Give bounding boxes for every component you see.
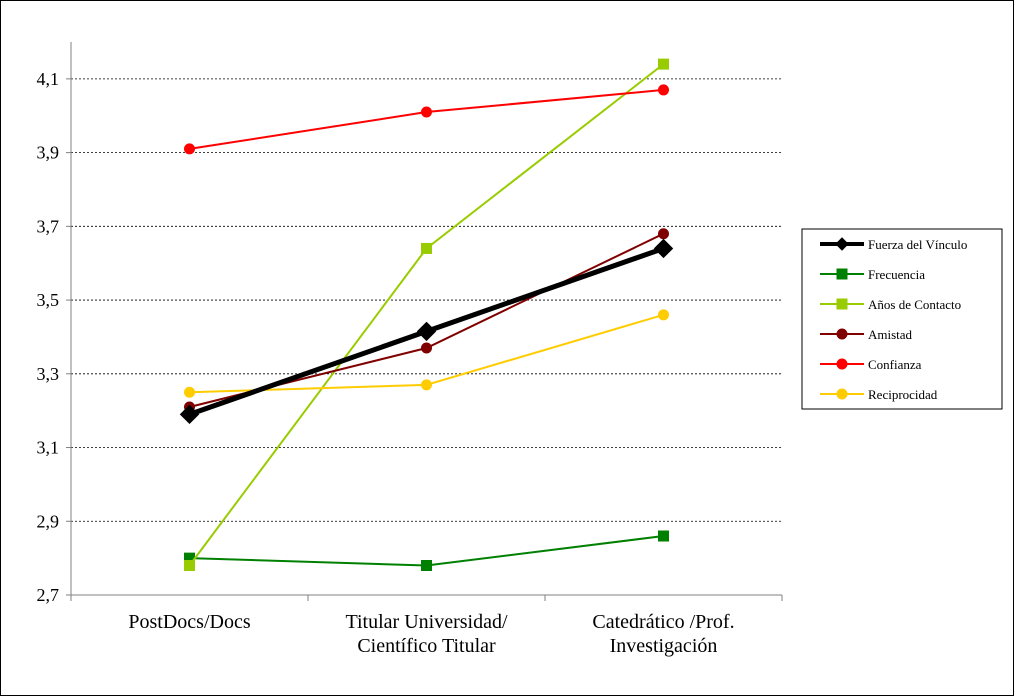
data-point [184, 143, 195, 155]
legend-box [801, 228, 1003, 410]
y-tick-label: 3,5 [37, 290, 60, 310]
legend-label: Reciprocidad [868, 387, 938, 402]
legend-item: Frecuencia [820, 267, 925, 282]
y-tick-label: 3,3 [37, 364, 60, 384]
y-tick-label: 4,1 [37, 69, 60, 89]
legend-item: Reciprocidad [820, 387, 938, 402]
legend-marker [835, 237, 849, 251]
data-point [653, 238, 674, 259]
legend-marker [836, 268, 848, 280]
data-point [658, 530, 669, 542]
data-point [421, 379, 432, 391]
data-point [184, 386, 195, 398]
legend-marker [836, 328, 848, 340]
data-point [658, 309, 669, 321]
data-point [184, 560, 195, 572]
data-point [658, 58, 669, 70]
data-point [421, 242, 432, 254]
legend-marker [836, 388, 848, 400]
y-tick-label: 2,9 [37, 511, 60, 531]
legend-label: Confianza [868, 357, 922, 372]
legend-item: Amistad [820, 327, 913, 342]
series-anos-de-contacto [184, 58, 669, 572]
x-tick-label: PostDocs/Docs [128, 611, 250, 633]
legend-marker [836, 298, 848, 310]
legend-item: Confianza [820, 357, 922, 372]
series-frecuencia [184, 530, 669, 572]
series-fuerza-del-vinculo [179, 238, 674, 425]
data-point [179, 404, 200, 425]
legend-item: Años de Contacto [820, 297, 961, 312]
legend-label: Amistad [868, 327, 913, 342]
legend-item: Fuerza del Vínculo [820, 237, 967, 252]
data-point [421, 106, 432, 118]
legend-label: Años de Contacto [868, 297, 961, 312]
y-tick-label: 3,1 [37, 438, 60, 458]
data-point [416, 321, 437, 342]
x-tick-label: Catedrático /Prof. Investigación [592, 611, 734, 657]
series-confianza [184, 84, 669, 155]
data-point [658, 228, 669, 240]
legend-marker [836, 358, 848, 370]
y-tick-label: 3,7 [37, 216, 60, 236]
series-line [188, 63, 665, 567]
y-tick-label: 2,7 [37, 585, 60, 605]
legend: Fuerza del Vínculo Frecuencia Años de Cont… [801, 228, 1003, 410]
legend-label: Frecuencia [868, 267, 925, 282]
y-tick-label: 3,9 [37, 143, 60, 163]
legend-label: Fuerza del Vínculo [868, 237, 967, 252]
data-point [658, 84, 669, 96]
x-tick-label: Titular Universidad/Científico Titular [345, 611, 507, 657]
series-reciprocidad [184, 309, 669, 398]
data-point [421, 342, 432, 354]
data-point [421, 560, 432, 572]
